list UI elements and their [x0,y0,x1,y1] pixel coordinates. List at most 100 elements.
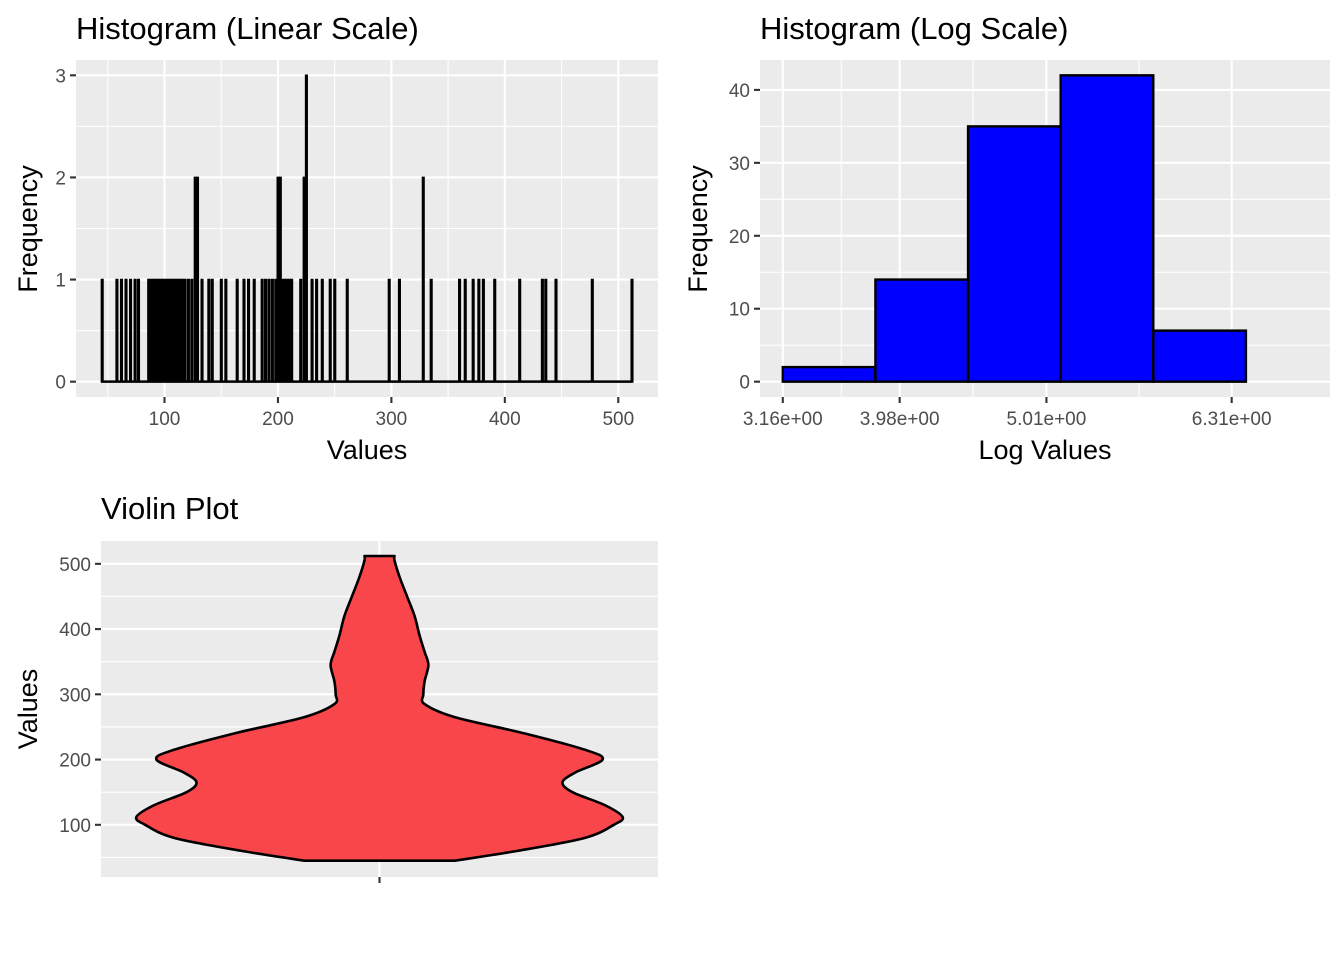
log-histogram-y-ticks: 0 10 20 30 40 [729,81,760,394]
linear-histogram-x-tick-label: 200 [262,409,294,430]
linear-histogram-bar [554,278,558,383]
linear-histogram-bar [176,278,180,383]
linear-histogram-bar [195,176,200,383]
linear-histogram-bar [429,278,433,383]
panel-log-histogram: Histogram (Log Scale) 3.16e+00 3.98e+00 5.… [683,11,1330,465]
linear-histogram-bar [315,278,319,383]
linear-histogram-bar [153,278,158,383]
linear-histogram-bar [345,278,349,383]
linear-histogram-bar [283,278,287,383]
log-histogram-y-tick-label: 40 [729,81,750,102]
linear-histogram-bar [320,278,324,383]
linear-histogram-bar [235,278,239,383]
linear-histogram-bar [285,278,289,383]
linear-histogram-bar [186,278,190,383]
log-histogram-y-tick-label: 30 [729,154,750,175]
log-histogram-title: Histogram (Log Scale) [760,11,1068,46]
linear-histogram-bar [304,74,308,383]
linear-histogram-y-tick-label: 1 [55,271,66,292]
panel-violin: Violin Plot 100 200 300 400 500 Values [13,491,658,883]
log-histogram-bar [1152,329,1248,383]
linear-histogram-bar [151,278,155,383]
linear-histogram-x-axis-label: Values [327,435,408,465]
panel-linear-histogram: Histogram (Linear Scale) 100 200 300 400 500… [13,11,658,465]
log-histogram-y-axis-label: Frequency [683,165,713,293]
log-histogram-y-tick-label: 10 [729,300,750,321]
linear-histogram-bar [174,278,178,383]
log-histogram-bar [781,365,877,383]
linear-histogram-bar [264,278,268,383]
linear-histogram-bar [181,278,185,383]
violin-y-tick-label: 400 [59,620,91,641]
linear-histogram-y-tick-label: 2 [55,168,66,189]
log-histogram-bar [874,278,970,383]
linear-histogram-title: Histogram (Linear Scale) [76,11,419,46]
linear-histogram-bar [163,278,167,383]
linear-histogram-bar [178,278,183,383]
linear-histogram-bar [147,278,151,383]
linear-histogram-bar [328,278,332,383]
linear-histogram-bar [169,278,173,383]
linear-histogram-bar [246,278,251,383]
log-histogram-bar [1059,74,1155,383]
linear-histogram-bar [193,176,197,383]
linear-histogram-bar [267,278,271,383]
linear-histogram-bar [274,278,278,383]
linear-histogram-bar [183,278,187,383]
linear-histogram-bar [276,176,280,383]
violin-y-axis-label: Values [13,669,43,750]
linear-histogram-bar [129,278,133,383]
linear-histogram-bar [124,278,128,383]
log-histogram-bars [781,74,1248,383]
linear-histogram-bar [333,278,337,383]
violin-y-tick-label: 100 [59,816,91,837]
linear-histogram-bar [207,278,211,383]
linear-histogram-bar [119,278,124,383]
linear-histogram-bar [458,278,462,383]
linear-histogram-bar [115,278,119,383]
violin-shape-group [134,554,625,862]
linear-histogram-y-ticks: 0 1 2 3 [55,66,76,394]
linear-histogram-bar [270,278,274,383]
linear-histogram-bar [149,278,153,383]
linear-histogram-y-tick-label: 0 [55,373,66,394]
linear-histogram-bar [200,278,204,383]
log-histogram-x-axis-label: Log Values [978,435,1111,465]
linear-histogram-bar [252,278,256,383]
log-histogram-x-tick-label: 6.31e+00 [1192,409,1272,430]
log-histogram-x-tick-label: 3.16e+00 [743,409,823,430]
log-histogram-y-tick-label: 20 [729,227,750,248]
linear-histogram-bar [100,278,104,383]
violin-title: Violin Plot [101,491,239,526]
violin-body [134,554,625,862]
linear-histogram-bar [136,278,141,383]
linear-histogram-bar [299,278,303,383]
linear-histogram-bar [630,278,634,383]
linear-histogram-bar [310,278,314,383]
linear-histogram-x-tick-label: 100 [149,409,181,430]
log-histogram-x-tick-label: 5.01e+00 [1007,409,1087,430]
linear-histogram-bar [210,278,214,383]
linear-histogram-bar [540,278,544,383]
linear-histogram-bar [133,278,137,383]
linear-histogram-bar [302,176,306,383]
linear-histogram-y-tick-label: 3 [55,66,66,87]
log-histogram-y-tick-label: 0 [739,373,750,394]
linear-histogram-bar [544,278,548,383]
violin-y-tick-label: 300 [59,685,91,706]
linear-histogram-bar [158,278,162,383]
linear-histogram-bar [518,278,522,383]
linear-histogram-bar [463,278,467,383]
linear-histogram-x-tick-label: 400 [489,409,521,430]
linear-histogram-bar [160,278,164,383]
linear-histogram-bar [172,278,176,383]
log-histogram-bar [966,125,1062,383]
linear-histogram-y-axis-label: Frequency [13,165,43,293]
linear-histogram-bar [156,278,160,383]
linear-histogram-bar [219,278,223,383]
linear-histogram-bar [290,278,294,383]
linear-histogram-bar [260,278,264,383]
linear-histogram-bar [471,278,475,383]
linear-histogram-bar [278,176,282,383]
